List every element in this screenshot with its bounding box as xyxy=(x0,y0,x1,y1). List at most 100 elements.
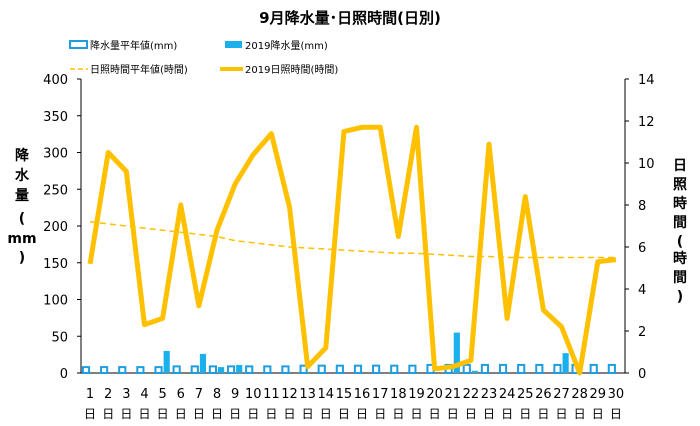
bar-normal-precip xyxy=(317,364,326,374)
y-left-tick-label: 300 xyxy=(43,147,68,162)
x-tick-label: 16 xyxy=(354,387,371,402)
y-left-tick-label: 350 xyxy=(43,110,68,125)
x-tick-unit: 日 xyxy=(465,407,477,421)
x-tick-label: 12 xyxy=(281,387,298,402)
bar-normal-precip xyxy=(81,366,91,374)
x-tick-unit: 日 xyxy=(519,407,531,421)
y-left-title-char: mm xyxy=(7,231,36,247)
y-left-tick-label: 50 xyxy=(51,330,68,345)
y-right-tick-label: 0 xyxy=(638,367,646,382)
bar-precip-2019 xyxy=(236,364,243,373)
x-tick-unit: 日 xyxy=(483,407,495,421)
bar-normal-precip xyxy=(208,365,218,375)
y-right-title-char: ) xyxy=(677,289,683,305)
bar-normal-precip xyxy=(553,363,562,375)
y-left-tick-label: 250 xyxy=(43,183,68,198)
bar-normal-precip xyxy=(226,365,236,375)
x-tick-label: 28 xyxy=(571,387,588,402)
legend-label-normal-sun: 日照時間平年値(時間) xyxy=(90,63,188,76)
bar-normal-precip xyxy=(607,363,616,375)
bar-normal-precip xyxy=(462,363,471,375)
x-tick-unit: 日 xyxy=(102,407,114,421)
bar-normal-precip xyxy=(136,366,145,374)
x-tick-label: 20 xyxy=(426,387,443,402)
bar-normal-precip xyxy=(190,365,199,375)
x-tick-unit: 日 xyxy=(574,407,586,421)
x-tick-unit: 日 xyxy=(501,407,513,421)
y-right-title-char: ( xyxy=(677,234,683,250)
legend-swatch-normal-precip xyxy=(69,40,88,49)
y-left-tick-label: 150 xyxy=(43,257,68,272)
y-left-title-char: ( xyxy=(19,211,25,227)
y-right-tick-label: 4 xyxy=(638,283,646,298)
x-tick-label: 19 xyxy=(408,387,425,402)
x-tick-unit: 日 xyxy=(338,407,350,421)
y-right-title-char: 時 xyxy=(673,195,687,212)
legend-item-precip-2019: 2019降水量(mm) xyxy=(225,39,328,52)
y-right-title-char: 間 xyxy=(673,215,687,231)
bar-normal-precip xyxy=(517,363,526,375)
x-tick-label: 4 xyxy=(140,387,148,402)
line-normal-sunshine xyxy=(89,221,616,259)
legend: 降水量平年値(mm) 2019降水量(mm) 日照時間平年値(時間) 2019日… xyxy=(69,39,338,76)
x-tick-label: 27 xyxy=(553,387,570,402)
x-tick-label: 7 xyxy=(195,387,203,402)
x-tick-unit: 日 xyxy=(429,407,441,421)
x-tick-unit: 日 xyxy=(211,407,223,421)
y-left-tick-label: 0 xyxy=(60,367,68,382)
y-left-tick-label: 200 xyxy=(43,220,68,235)
legend-item-sun-2019: 2019日照時間(時間) xyxy=(220,64,338,76)
bar-normal-precip xyxy=(299,364,308,374)
x-tick-label: 21 xyxy=(444,387,461,402)
bar-normal-precip xyxy=(372,364,381,374)
x-tick-unit: 日 xyxy=(175,407,187,421)
y-left-title-char: 量 xyxy=(15,188,29,204)
x-tick-label: 17 xyxy=(372,387,389,402)
x-tick-label: 10 xyxy=(245,387,262,402)
y-right-tick-label: 14 xyxy=(638,73,655,88)
legend-label-precip-2019: 2019降水量(mm) xyxy=(245,39,328,52)
x-tick-unit: 日 xyxy=(537,407,549,421)
x-tick-label: 25 xyxy=(517,387,534,402)
x-tick-unit: 日 xyxy=(247,407,259,421)
y-right-title-char: 日 xyxy=(673,158,687,174)
x-tick-unit: 日 xyxy=(138,407,150,421)
bar-normal-precip xyxy=(353,364,363,374)
x-tick-label: 11 xyxy=(263,387,280,402)
legend-item-normal-precip: 降水量平年値(mm) xyxy=(69,39,177,52)
bar-normal-precip xyxy=(535,363,544,375)
y-axis-left-title: 降水量 (mm) xyxy=(7,147,36,266)
bar-normal-precip xyxy=(408,364,417,374)
x-tick-label: 26 xyxy=(535,387,552,402)
y-left-title-char: 降 xyxy=(15,147,30,164)
chart-title: 9月降水量･日照時間(日別) xyxy=(259,9,441,27)
plot-area: 050100150200250300350400024681012141日2日3… xyxy=(43,73,654,421)
y-left-title-char: 水 xyxy=(15,167,30,184)
x-tick-label: 5 xyxy=(158,387,166,402)
y-left-tick-label: 400 xyxy=(43,73,68,88)
x-tick-label: 22 xyxy=(463,387,480,402)
x-tick-unit: 日 xyxy=(392,407,404,421)
x-tick-unit: 日 xyxy=(157,407,169,421)
legend-swatch-precip-2019 xyxy=(225,41,242,48)
y-right-tick-label: 6 xyxy=(638,241,646,256)
bar-normal-precip xyxy=(154,366,163,374)
legend-label-normal-precip: 降水量平年値(mm) xyxy=(90,39,177,52)
bar-normal-precip xyxy=(245,365,254,375)
x-tick-label: 8 xyxy=(213,387,221,402)
x-tick-label: 30 xyxy=(608,387,625,402)
x-tick-label: 13 xyxy=(299,387,316,402)
y-right-tick-label: 10 xyxy=(638,157,655,172)
x-tick-unit: 日 xyxy=(447,407,459,421)
bar-normal-precip xyxy=(480,363,489,375)
y-left-tick-label: 100 xyxy=(43,294,68,309)
x-tick-unit: 日 xyxy=(193,407,205,421)
x-tick-label: 3 xyxy=(122,387,130,402)
bar-normal-precip xyxy=(172,365,181,375)
bar-precip-2019 xyxy=(199,353,207,373)
bar-precip-2019 xyxy=(163,350,170,373)
line-sunshine-2019 xyxy=(87,124,617,376)
x-tick-unit: 日 xyxy=(302,407,314,421)
y-right-title-char: 間 xyxy=(673,270,687,286)
x-tick-label: 2 xyxy=(104,387,112,402)
